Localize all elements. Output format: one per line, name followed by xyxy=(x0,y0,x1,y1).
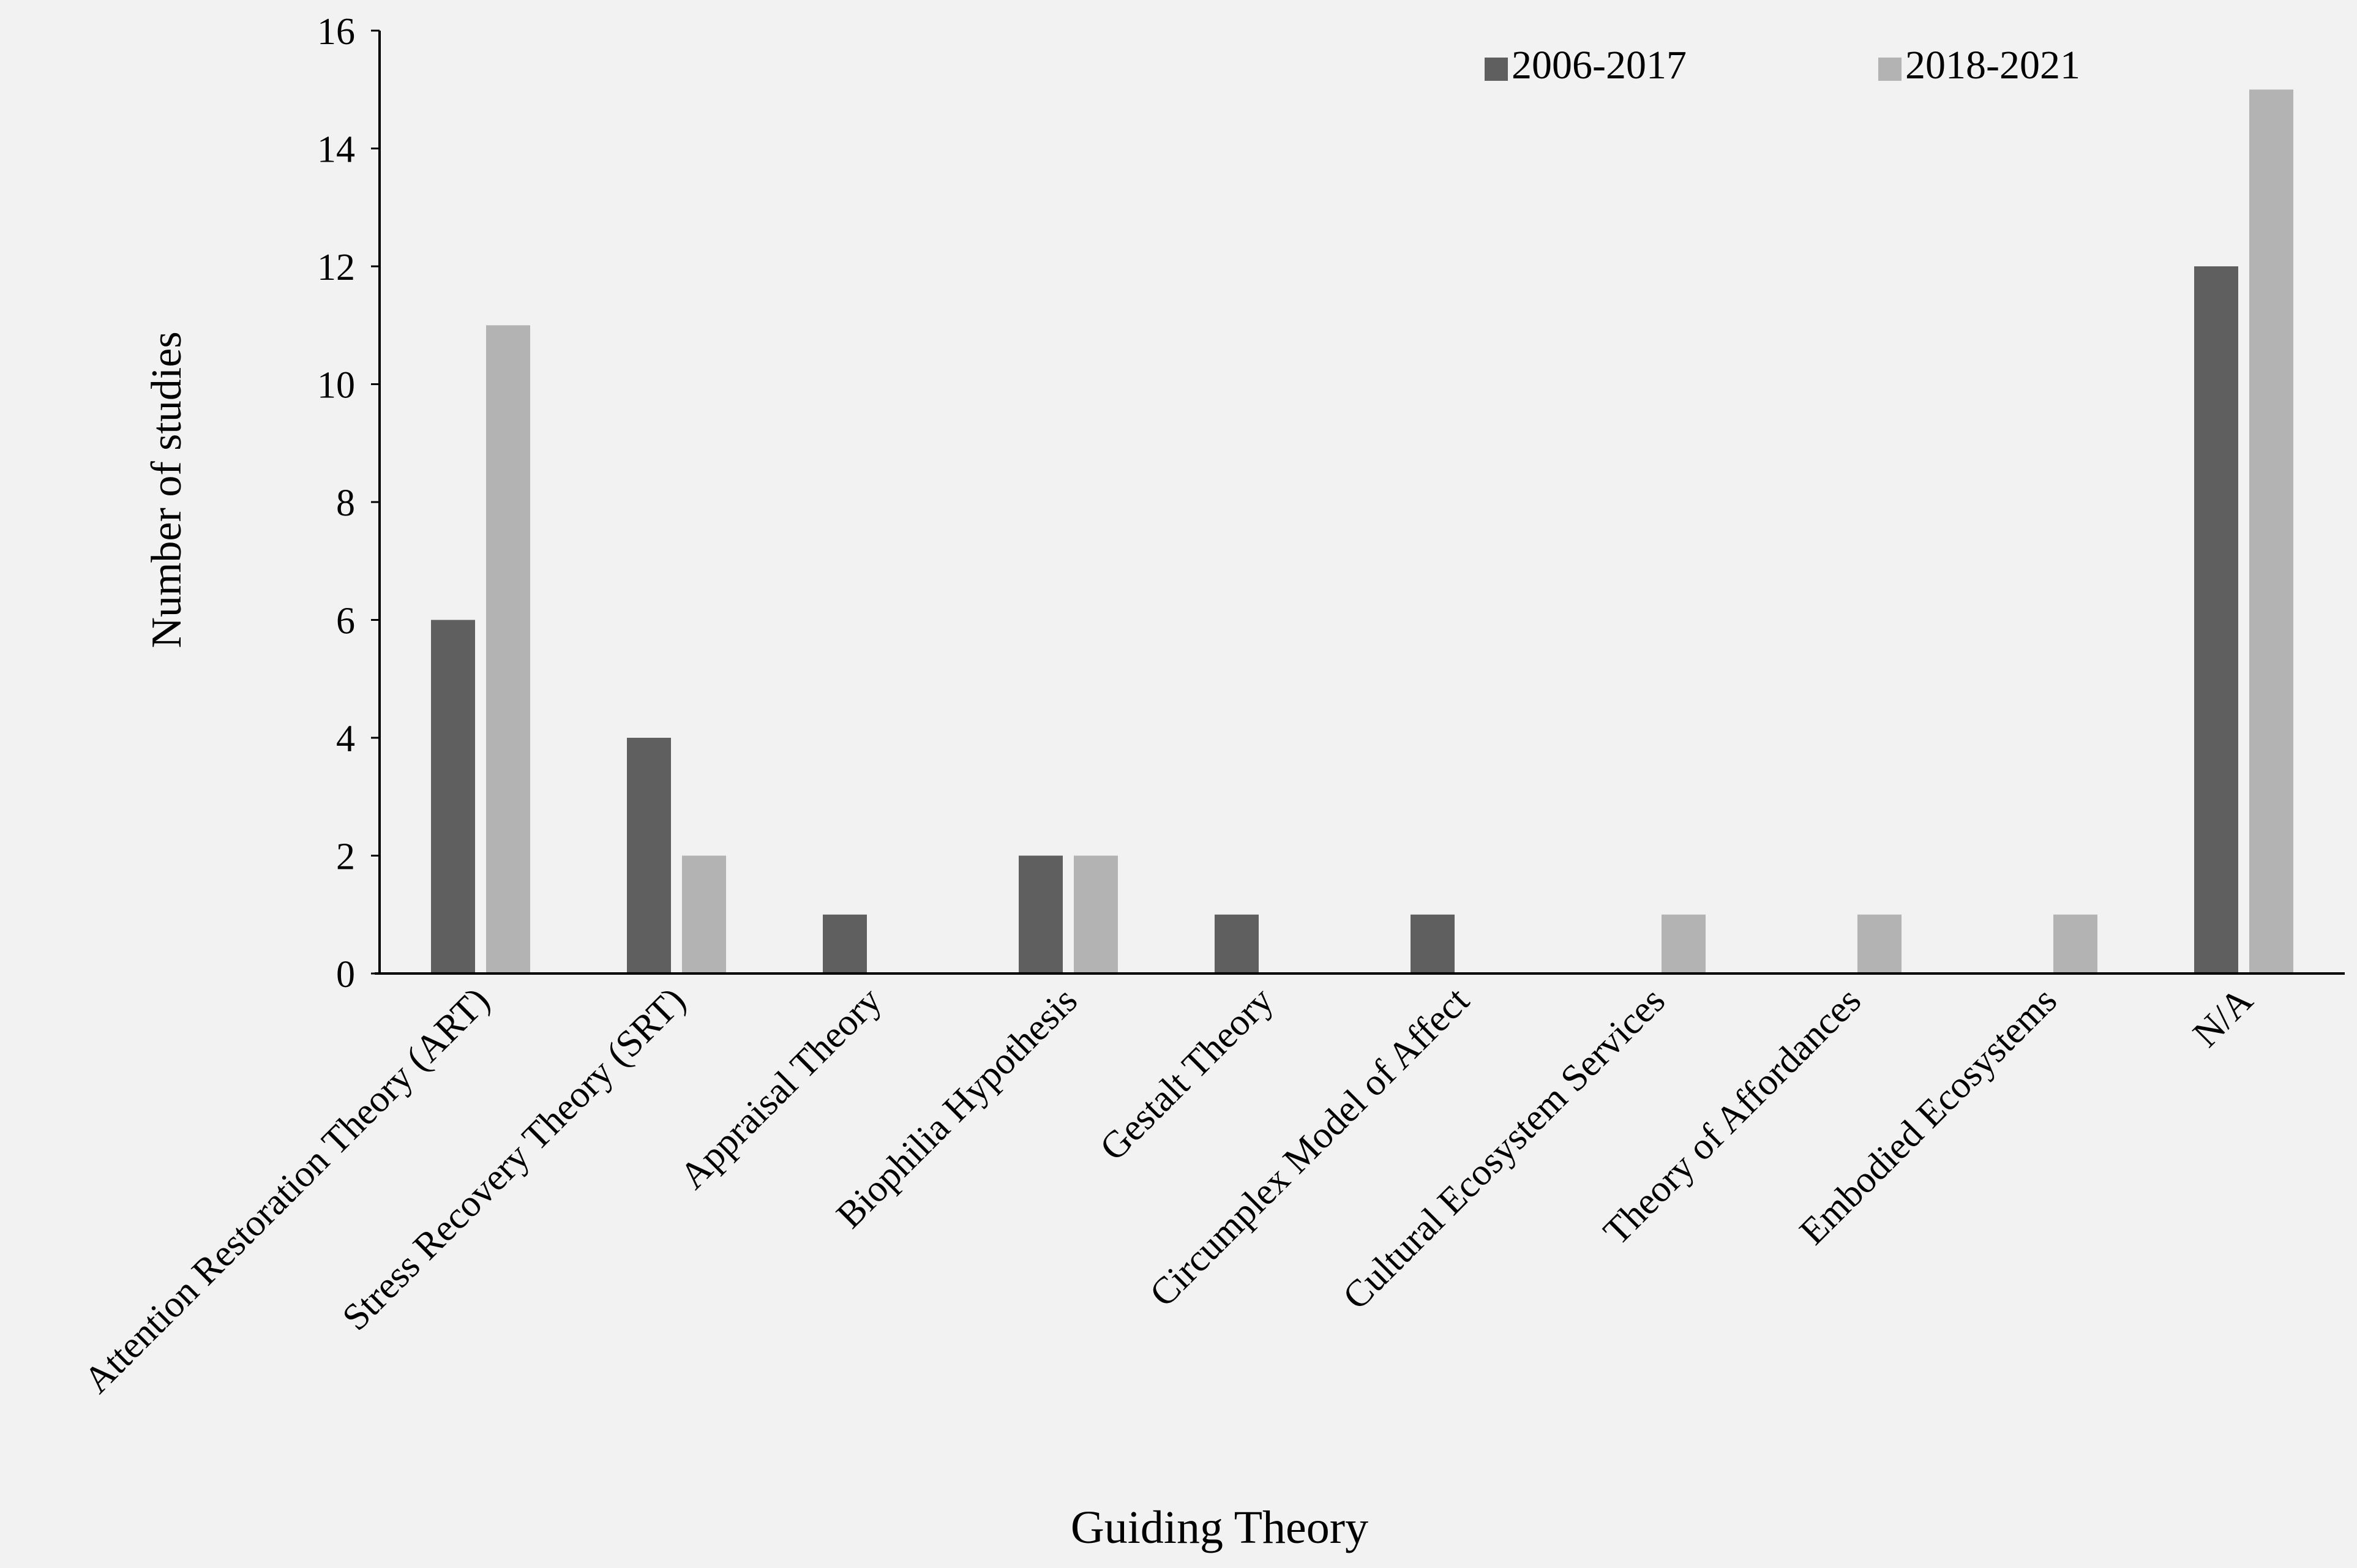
y-tick-label: 4 xyxy=(336,718,355,760)
x-tick-label: Gestalt Theory xyxy=(1092,980,1281,1169)
y-tick-label: 14 xyxy=(317,129,355,171)
y-tick-label: 0 xyxy=(336,954,355,996)
bar-2-7 xyxy=(1662,914,1706,973)
legend-swatch-2 xyxy=(1878,58,1902,81)
y-tick-label: 10 xyxy=(317,365,355,407)
legend-label-1: 2006-2017 xyxy=(1512,43,1687,88)
y-tick-label: 16 xyxy=(317,11,355,53)
bar-1-4 xyxy=(1019,855,1063,973)
y-axis-label: Number of studies xyxy=(143,331,190,648)
x-tick-label: Attention Restoration Theory (ART) xyxy=(76,980,498,1401)
bar-2-9 xyxy=(2053,914,2097,973)
bar-2-2 xyxy=(682,855,726,973)
bar-1-10 xyxy=(2194,266,2238,973)
y-tick-label: 12 xyxy=(317,247,355,288)
y-tick-label: 2 xyxy=(336,836,355,878)
y-tick-label: 8 xyxy=(336,482,355,524)
legend: 2006-2017 2018-2021 xyxy=(1485,43,2080,88)
bar-1-2 xyxy=(627,738,671,973)
x-tick-label: Circumplex Model of Affect xyxy=(1142,980,1477,1315)
bar-1-6 xyxy=(1411,914,1455,973)
x-tick-label: N/A xyxy=(2185,980,2261,1056)
x-tick-label: Stress Recovery Theory (SRT) xyxy=(334,980,693,1338)
legend-label-2: 2018-2021 xyxy=(1905,43,2080,88)
x-tick-label: Appraisal Theory xyxy=(672,980,890,1197)
x-axis-tick-labels: Attention Restoration Theory (ART)Stress… xyxy=(76,980,2261,1401)
bar-1-5 xyxy=(1215,914,1259,973)
bar-2-4 xyxy=(1074,855,1118,973)
y-tick-label: 6 xyxy=(336,601,355,642)
bar-2-8 xyxy=(1857,914,1902,973)
bar-1-3 xyxy=(823,914,867,973)
y-axis-ticks: 0 2 4 6 8 10 12 14 16 xyxy=(317,11,380,996)
bar-1-1 xyxy=(431,620,475,973)
x-tick-label: Cultural Ecosystem Services xyxy=(1335,980,1673,1318)
bar-2-10 xyxy=(2249,89,2293,973)
bars xyxy=(431,89,2293,973)
x-axis-label: Guiding Theory xyxy=(1071,1502,1368,1553)
legend-swatch-1 xyxy=(1485,58,1508,81)
bar-2-1 xyxy=(486,325,530,973)
